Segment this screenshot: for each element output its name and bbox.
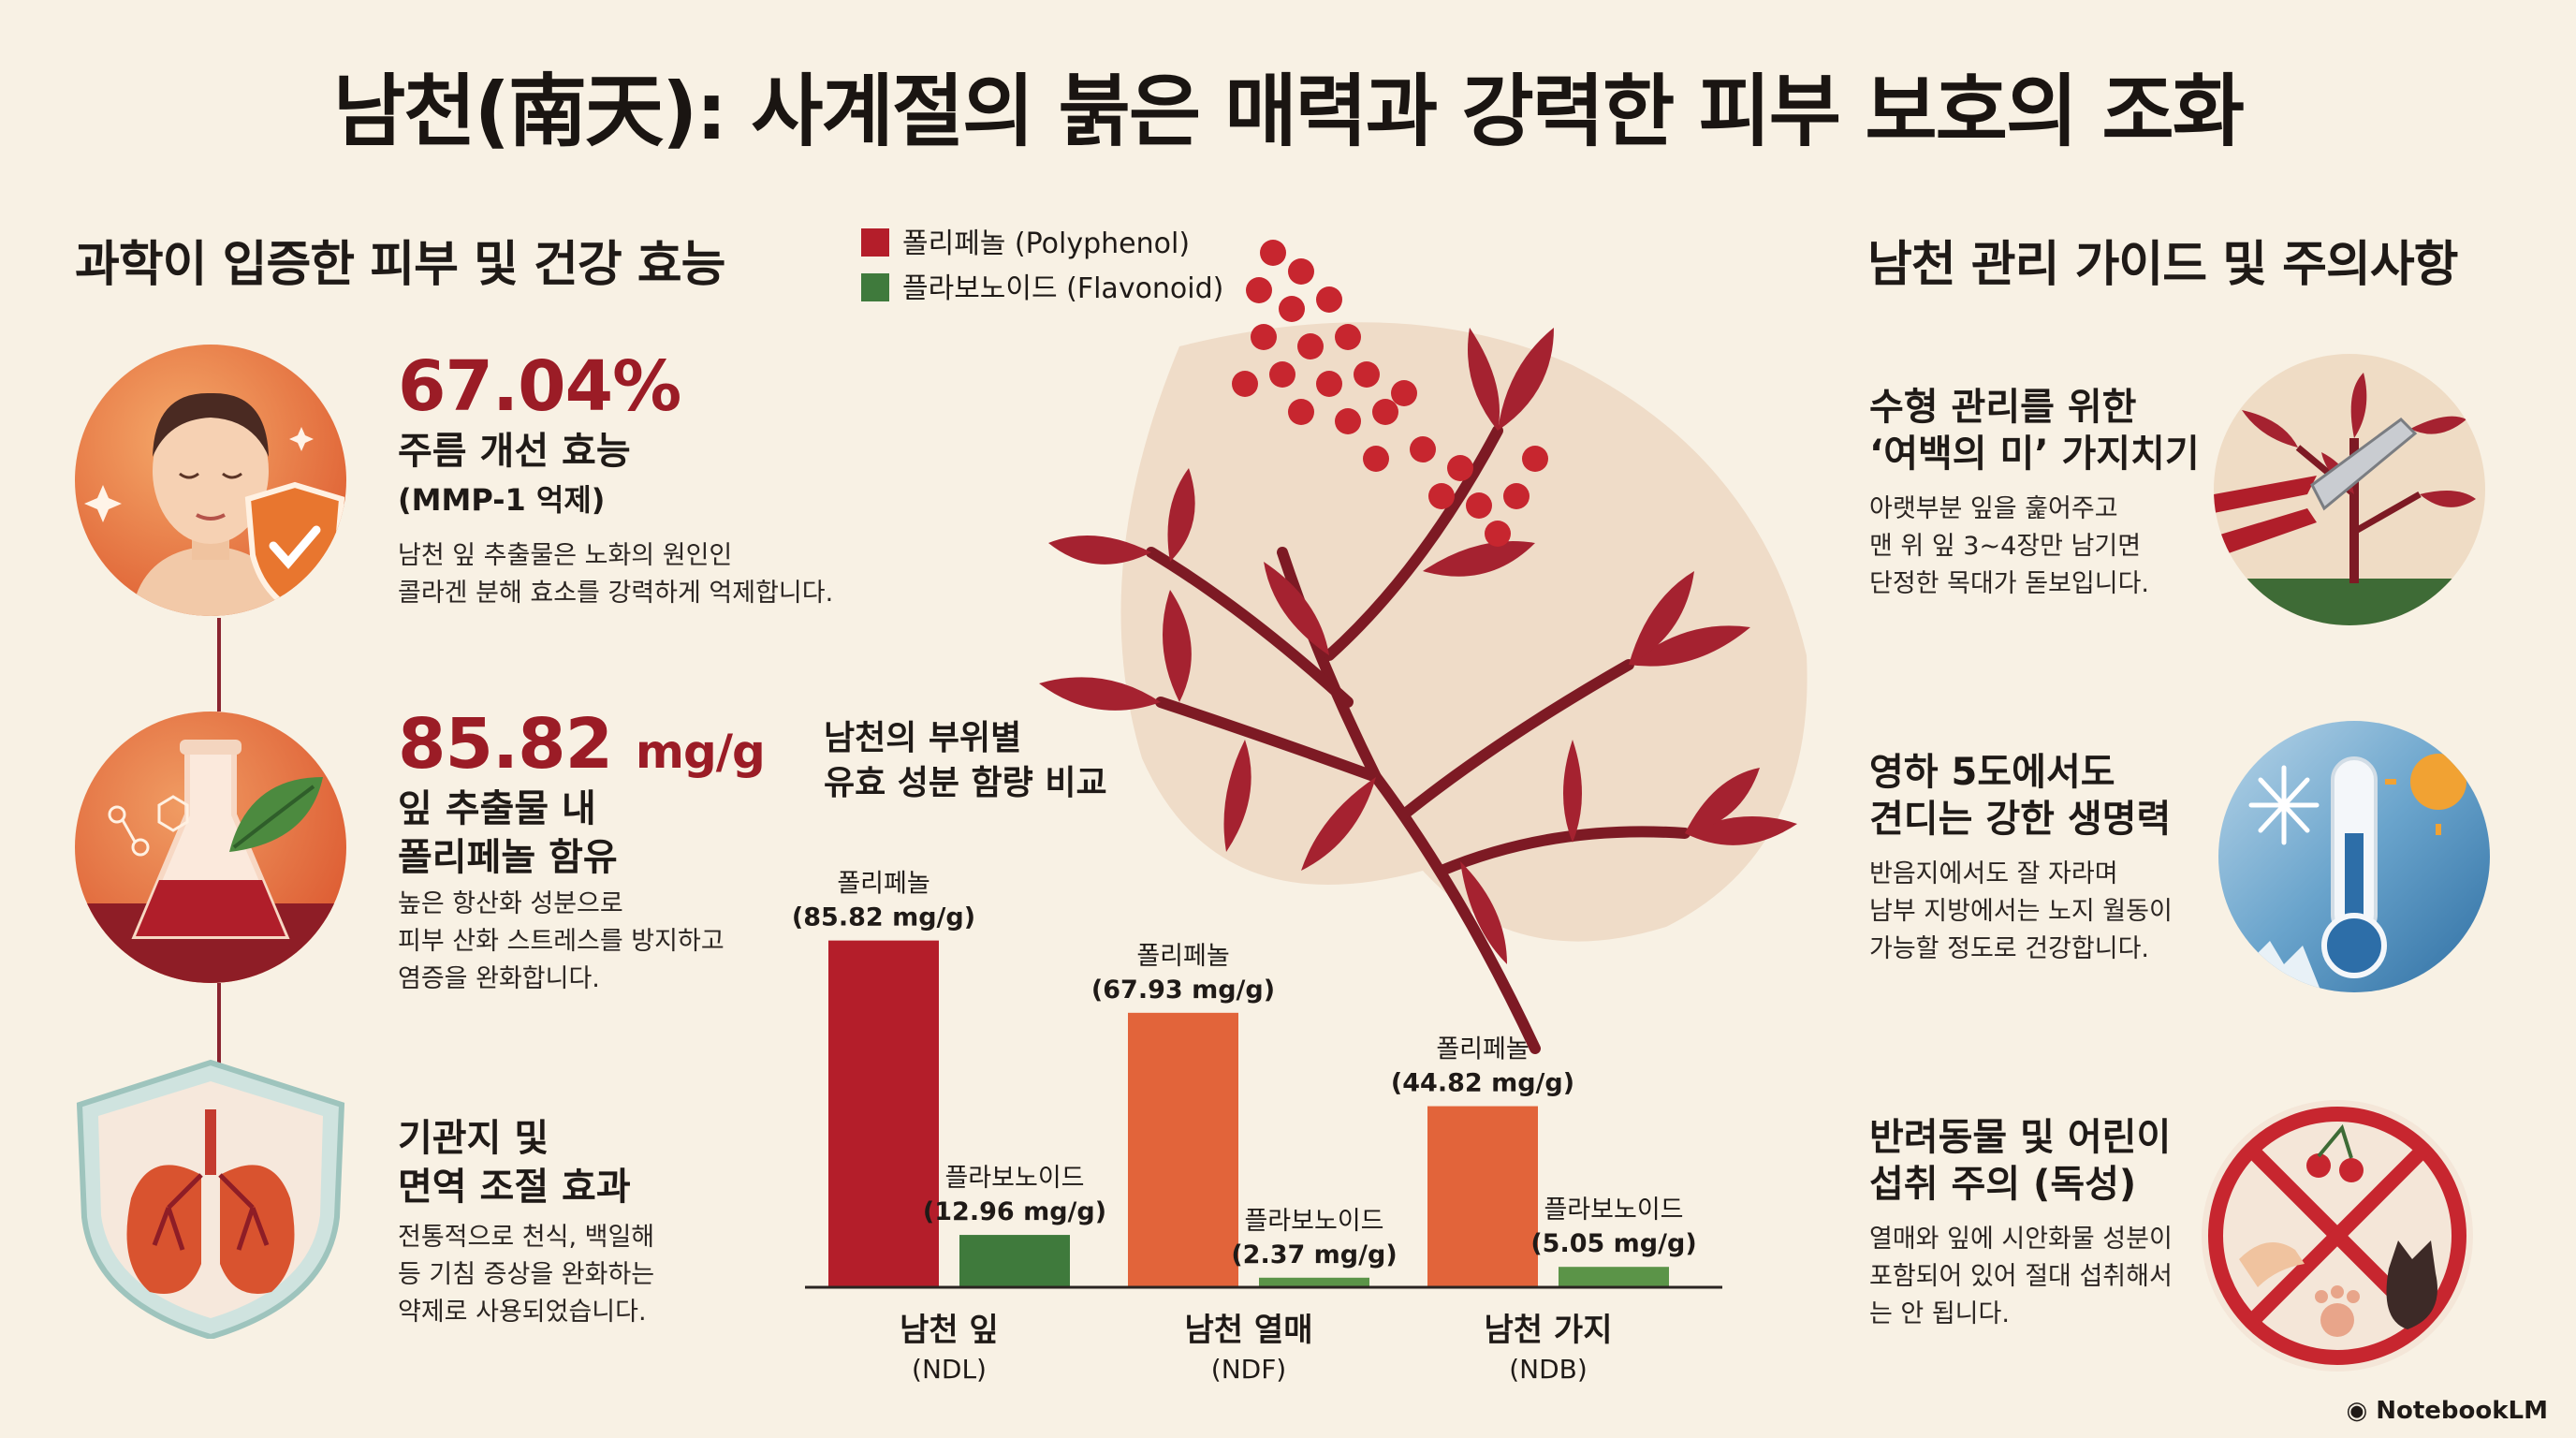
guide-title: 견디는 강한 생명력 (1869, 798, 2172, 841)
guide-title: ‘여백의 미’ 가지치기 (1869, 433, 2200, 476)
chart-bar (1427, 1106, 1538, 1287)
guide-desc: 남부 지방에서는 노지 월동이 (1869, 897, 2173, 926)
chart-bar (1128, 1012, 1238, 1287)
benefit-title: 주름 개선 효능 (398, 430, 631, 473)
guide-desc: 맨 위 잎 3~4장만 남기면 (1869, 532, 2142, 561)
left-section-title: 과학이 입증한 피부 및 건강 효능 (75, 237, 725, 293)
benefit-desc: 등 기침 증상을 완화하는 (398, 1260, 655, 1289)
benefit-title: 폴리페놀 함유 (398, 836, 618, 879)
benefit-title: 면역 조절 효과 (398, 1166, 631, 1209)
bar-label: 플라보노이드 (1544, 1196, 1683, 1225)
guide-desc: 단정한 목대가 돋보입니다. (1869, 569, 2149, 598)
benefit-desc: 염증을 완화합니다. (398, 964, 600, 993)
page-title: 남천(南天): 사계절의 붉은 매력과 강력한 피부 보호의 조화 (333, 66, 2245, 157)
category-label: 남천 가지 (1485, 1312, 1613, 1349)
benefit-desc: 높은 항산화 성분으로 (398, 889, 623, 918)
chart-heading: 남천의 부위별 (824, 719, 1021, 757)
legend-label: 플라보노이드 (Flavonoid) (902, 272, 1223, 305)
polyphenol-unit: mg/g (635, 725, 766, 779)
connector-line (217, 618, 221, 712)
connector-line (217, 983, 221, 1067)
guide-desc: 가능할 정도로 건강합니다. (1869, 934, 2149, 963)
benefit-desc: 전통적으로 천식, 백일해 (398, 1223, 655, 1252)
benefit-title: 기관지 및 (398, 1117, 549, 1160)
guide-desc: 열매와 잎에 시안화물 성분이 (1869, 1225, 2173, 1254)
bar-label: 폴리페놀 (1136, 942, 1229, 971)
benefit-desc: 피부 산화 스트레스를 방지하고 (398, 927, 724, 956)
guide-title: 반려동물 및 어린이 (1869, 1116, 2172, 1159)
thermometer-icon (2218, 721, 2490, 992)
category-code: (NDL) (912, 1354, 987, 1385)
chart-bar (828, 940, 939, 1287)
lungs-icon (66, 1058, 356, 1341)
benefit-desc: 약제로 사용되었습니다. (398, 1298, 647, 1327)
chart: 폴리페놀 (Polyphenol) 플라보노이드 (Flavonoid) 남천의 부… (792, 227, 1722, 1385)
bar-value-label: (12.96 mg/g) (923, 1197, 1106, 1226)
category-label: 남천 열매 (1185, 1312, 1313, 1349)
guide-desc: 는 안 됩니다. (1869, 1299, 2010, 1328)
benefit-title: 잎 추출물 내 (398, 787, 596, 830)
chart-bar (1559, 1267, 1669, 1287)
legend-label: 폴리페놀 (Polyphenol) (902, 227, 1190, 260)
chart-heading: 유효 성분 함량 비교 (824, 764, 1107, 802)
polyphenol-value: 85.82 (398, 704, 613, 785)
brand-name: NotebookLM (2376, 1397, 2548, 1425)
guide-desc: 반음지에서도 잘 자라며 (1869, 859, 2118, 888)
category-code: (NDB) (1509, 1354, 1588, 1385)
category-code: (NDF) (1211, 1354, 1286, 1385)
legend-swatch (861, 273, 889, 301)
guide-title: 섭취 주의 (독성) (1869, 1163, 2137, 1206)
category-label: 남천 잎 (900, 1312, 999, 1349)
bar-value-label: (2.37 mg/g) (1231, 1240, 1397, 1269)
bar-label: 폴리페놀 (837, 870, 929, 899)
benefit-subtitle: (MMP-1 억제) (398, 482, 606, 518)
wrinkle-percent-value: 67.04% (398, 346, 681, 427)
chart-bar (1259, 1277, 1369, 1287)
guide-desc: 아랫부분 잎을 훑어주고 (1869, 494, 2118, 523)
right-section-title: 남천 관리 가이드 및 주의사항 (1867, 237, 2458, 293)
bar-label: 폴리페놀 (1436, 1035, 1529, 1064)
benefit-desc: 남천 잎 추출물은 노화의 원인인 (398, 541, 733, 570)
benefit-desc: 콜라겐 분해 효소를 강력하게 억제합니다. (398, 579, 834, 608)
face-shield-icon (75, 345, 346, 616)
legend-swatch (861, 228, 889, 257)
guide-title: 영하 5도에서도 (1869, 751, 2115, 794)
bar-value-label: (5.05 mg/g) (1530, 1229, 1696, 1258)
brand-logo: ◉ NotebookLM (2346, 1397, 2548, 1425)
guide-title: 수형 관리를 위한 (1869, 386, 2137, 429)
guide-desc: 포함되어 있어 절대 섭취해서 (1869, 1262, 2173, 1291)
pruning-shears-icon (2214, 354, 2485, 625)
brand-icon: ◉ (2346, 1397, 2377, 1425)
bar-label: 플라보노이드 (1244, 1207, 1383, 1236)
no-pets-icon (2202, 1100, 2473, 1372)
flask-leaf-icon (75, 712, 346, 983)
nandina-plant-illustration (936, 215, 1835, 1058)
bar-value-label: (67.93 mg/g) (1091, 976, 1275, 1005)
chart-bar (959, 1235, 1070, 1287)
bar-label: 플라보노이드 (944, 1164, 1084, 1193)
bar-value-label: (44.82 mg/g) (1391, 1069, 1574, 1098)
bar-value-label: (85.82 mg/g) (792, 903, 975, 932)
